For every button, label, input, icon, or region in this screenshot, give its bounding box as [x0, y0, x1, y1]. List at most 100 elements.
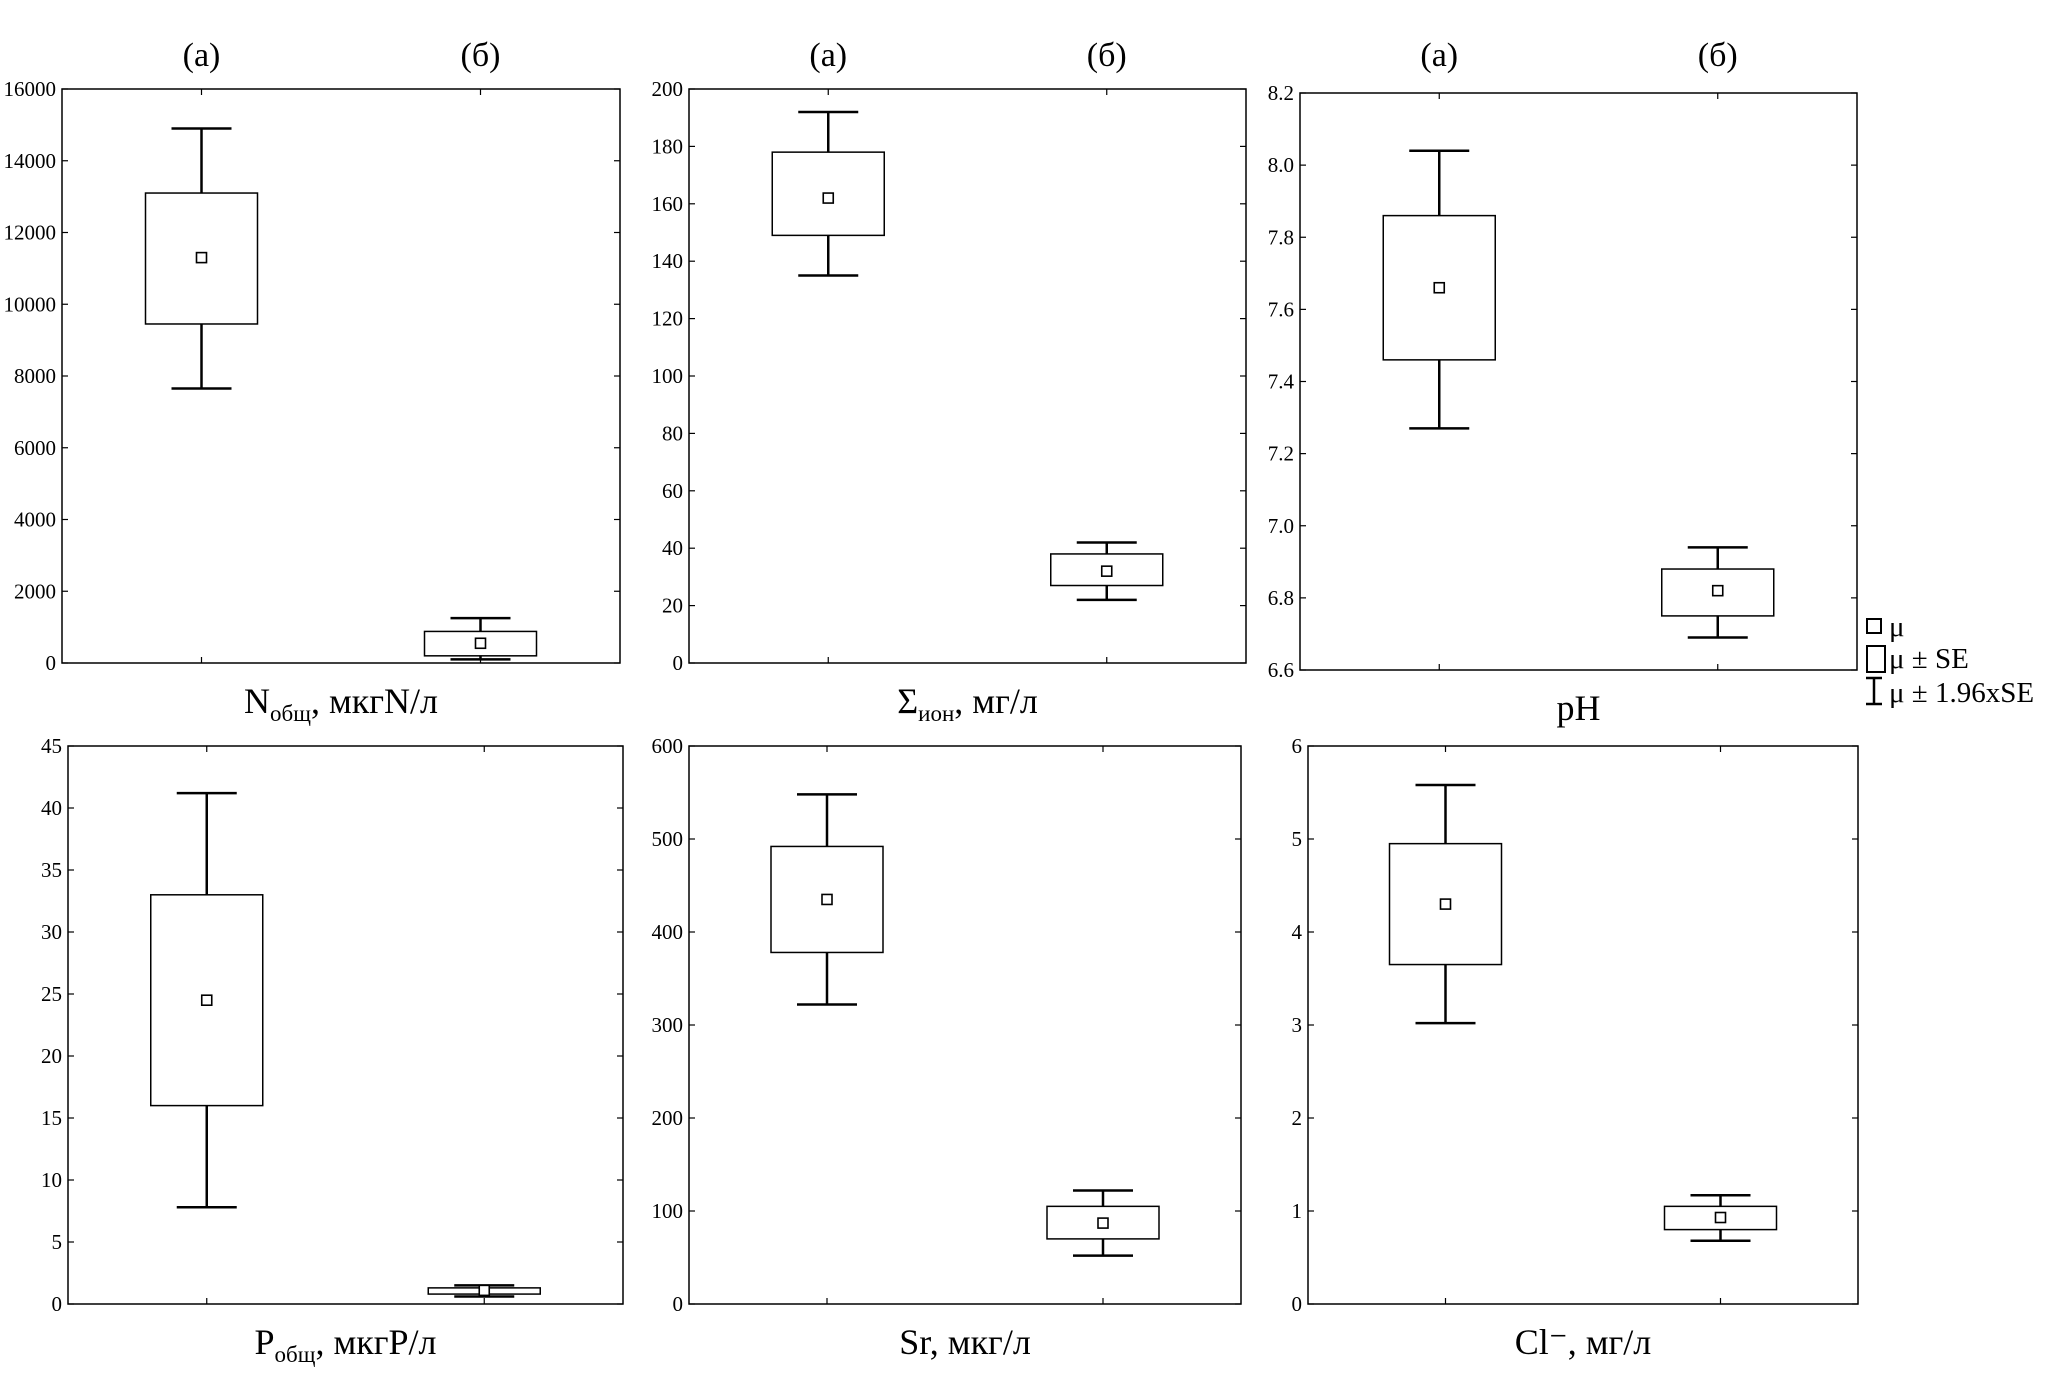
y-tick-label: 15	[41, 1106, 62, 1130]
y-tick-label: 200	[652, 1106, 684, 1130]
y-tick-label: 8000	[14, 364, 56, 388]
panel-6: 0 1 2 3 4 5 6 Cl⁻, мг/л	[1292, 734, 1859, 1362]
y-tick-label: 500	[652, 827, 684, 851]
panel-1: 0 2000 4000 6000 8000 10000 12000 14000 16000 (а)…	[4, 37, 621, 726]
x-axis-label: Sr, мкг/л	[899, 1322, 1031, 1362]
box-a	[771, 110, 885, 277]
y-tick-label: 7.2	[1268, 442, 1294, 466]
box-a	[770, 793, 884, 1006]
y-tick-label: 100	[652, 1199, 684, 1223]
mean-marker	[474, 637, 487, 650]
box-b	[1663, 1193, 1778, 1243]
y-tick-label: 180	[652, 134, 684, 158]
legend: μ μ ± SE μ ± 1.96xSE	[1866, 611, 2034, 709]
y-tick-label: 45	[41, 734, 62, 758]
x-axis-label-main: Cl⁻	[1515, 1322, 1568, 1362]
y-tick-label: 6.6	[1268, 658, 1294, 682]
group-label: (а)	[809, 37, 847, 74]
box-b	[1050, 541, 1164, 602]
y-tick-label: 0	[46, 651, 57, 675]
legend-box-label: μ ± SE	[1889, 643, 1969, 675]
mean-marker	[478, 1284, 491, 1297]
box-a	[1388, 783, 1503, 1025]
y-tick-label: 5	[52, 1230, 63, 1254]
plot-frame	[67, 745, 624, 1305]
mean-marker	[195, 251, 208, 264]
y-tick-label: 40	[41, 796, 62, 820]
y-tick-label: 300	[652, 1013, 684, 1037]
x-axis-label-main: Sr	[899, 1322, 931, 1362]
se-box	[1388, 842, 1503, 966]
y-tick-label: 5	[1292, 827, 1303, 851]
x-axis-label-main: P	[255, 1322, 275, 1362]
mean-marker	[1433, 281, 1446, 294]
x-axis-label-unit: , мкгN/л	[311, 681, 438, 721]
mean-marker	[1100, 565, 1113, 577]
x-axis-label: Pобщ, мкгP/л	[255, 1322, 437, 1367]
y-tick-label: 6	[1292, 734, 1303, 758]
y-tick-label: 7.8	[1268, 225, 1294, 249]
plot-frame	[61, 88, 621, 664]
x-axis-label-main: Σ	[897, 681, 918, 721]
y-tick-label: 6000	[14, 436, 56, 460]
legend-mean-marker	[1866, 618, 1882, 634]
box-b	[423, 616, 538, 661]
x-axis-label-main: pH	[1557, 688, 1601, 728]
y-tick-label: 60	[662, 479, 683, 503]
mean-marker	[1714, 1211, 1727, 1224]
group-label: (а)	[183, 37, 221, 74]
y-tick-label: 12000	[4, 221, 57, 245]
y-tick-label: 0	[673, 1292, 684, 1316]
panels: 0200040006000800010000120001400016000(а)…	[4, 37, 1859, 1367]
y-tick-label: 100	[652, 364, 684, 388]
y-tick-label: 7.4	[1268, 370, 1295, 394]
panel-4: 0 5 10 15 20 25 30 35 40 45 Pобщ, мкгP/л	[41, 734, 624, 1367]
y-tick-label: 16000	[4, 77, 57, 101]
group-label: (б)	[1698, 37, 1738, 74]
y-tick-label: 8.2	[1268, 81, 1294, 105]
y-tick-label: 200	[652, 77, 684, 101]
y-tick-label: 30	[41, 920, 62, 944]
x-axis-label: pH	[1557, 688, 1601, 728]
mean-marker	[821, 893, 833, 906]
box-a	[150, 791, 264, 1209]
y-tick-label: 40	[662, 536, 683, 560]
y-tick-label: 0	[52, 1292, 63, 1316]
box-b	[427, 1284, 541, 1298]
mean-marker	[1711, 584, 1724, 597]
x-axis-label-main: N	[244, 681, 270, 721]
y-tick-label: 1	[1292, 1199, 1303, 1223]
x-axis-label-unit: , мкгP/л	[315, 1322, 436, 1362]
x-axis-label-unit: , мг/л	[1568, 1322, 1652, 1362]
mean-marker	[822, 192, 835, 204]
y-tick-label: 160	[652, 192, 684, 216]
y-tick-label: 6.8	[1268, 586, 1294, 610]
y-tick-label: 4000	[14, 508, 56, 532]
box-a	[1382, 149, 1496, 430]
y-tick-label: 3	[1292, 1013, 1303, 1037]
box-b	[1046, 1189, 1160, 1257]
x-axis-label: Σион, мг/л	[897, 681, 1038, 726]
box-a	[144, 127, 259, 390]
y-tick-label: 2000	[14, 579, 56, 603]
y-tick-label: 0	[1292, 1292, 1303, 1316]
x-axis-label: Cl⁻, мг/л	[1515, 1322, 1652, 1362]
y-tick-label: 7.6	[1268, 297, 1294, 321]
mean-marker	[200, 994, 213, 1007]
mean-marker	[1097, 1217, 1109, 1229]
y-tick-label: 0	[673, 651, 684, 675]
box-b	[1661, 546, 1775, 639]
y-tick-label: 25	[41, 982, 62, 1006]
group-label: (а)	[1420, 37, 1458, 74]
y-tick-label: 140	[652, 249, 684, 273]
x-axis-label-sub: ион	[918, 701, 954, 726]
mean-marker	[1439, 898, 1452, 910]
x-axis-label: Nобщ, мкгN/л	[244, 681, 438, 726]
panel-5: 0 100 200 300 400 500 600 Sr, мкг/л	[652, 734, 1242, 1362]
y-tick-label: 10000	[4, 292, 57, 316]
y-tick-label: 14000	[4, 149, 57, 173]
x-axis-label-unit: , мкг/л	[930, 1322, 1031, 1362]
panel-2: 0 20 40 60 80 100 120 140 160 180 200 (а) (б) Σион, м…	[652, 37, 1247, 726]
y-tick-label: 400	[652, 920, 684, 944]
